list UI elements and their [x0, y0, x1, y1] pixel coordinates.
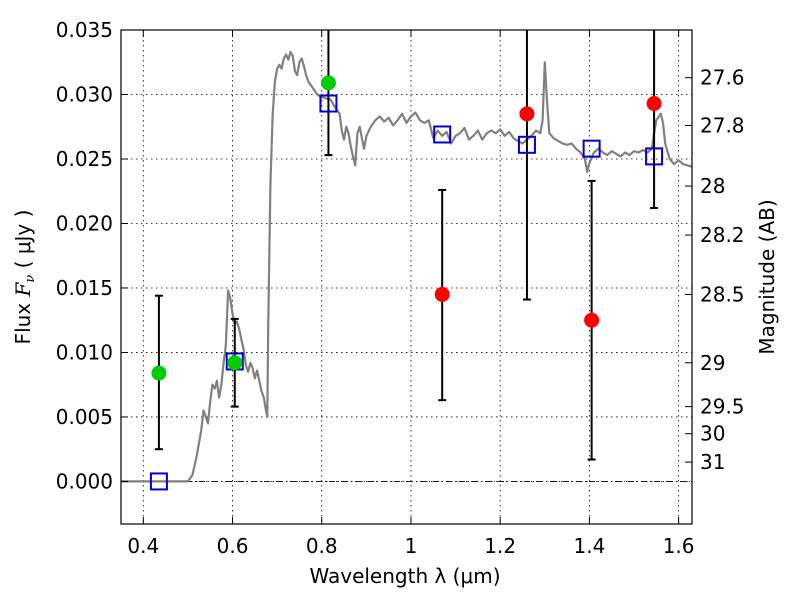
- magnitude-tick-label: 29: [700, 351, 725, 375]
- x-axis-label: Wavelength λ (μm): [309, 564, 500, 588]
- model-photometry-point: [645, 147, 664, 166]
- y-tick-label: 0.015: [56, 276, 113, 300]
- plot-frame: [120, 29, 693, 525]
- measurement-point: [584, 312, 600, 328]
- magnitude-tick-label: 30: [700, 422, 725, 446]
- measurement-point: [434, 286, 450, 302]
- magnitude-tick-label: 27.6: [700, 66, 745, 90]
- y-tick-label: 0.025: [56, 147, 113, 171]
- y2-axis-label: Magnitude (AB): [755, 199, 779, 354]
- y-tick-labels: 0.000 0.005 0.010 0.015 0.020 0.025 0.030 0.035: [56, 18, 113, 493]
- x-tick-label: 0.4: [127, 534, 159, 558]
- model-photometry-point: [149, 472, 168, 491]
- magnitude-tick-label: 28.5: [700, 282, 745, 306]
- measured-points: [151, 75, 662, 381]
- measurement-point: [646, 96, 662, 112]
- measurement-point: [519, 106, 535, 122]
- magnitude-tick-labels: 27.6 27.8 28 28.2 28.5 29 29.5 30 31: [700, 66, 745, 474]
- x-tick-label: 1.2: [484, 534, 516, 558]
- y-tick-label: 0.020: [56, 211, 113, 235]
- y-tick-label: 0.000: [56, 469, 113, 493]
- x-tick-label: 0.6: [217, 534, 249, 558]
- detection-point: [227, 355, 243, 371]
- x-tick-labels: 0.4 0.6 0.8 1 1.2 1.4 1.6: [127, 534, 694, 558]
- y-axis-label: Flux Fν ( μJy ): [11, 210, 38, 345]
- model-photometry-point: [517, 135, 536, 154]
- model-photometry-point: [433, 125, 452, 144]
- grid: [121, 29, 692, 524]
- model-photometry-point: [319, 94, 338, 113]
- x-tick-label: 1: [405, 534, 418, 558]
- ticks: [121, 29, 692, 524]
- y-tick-label: 0.005: [56, 405, 113, 429]
- magnitude-tick-label: 29.5: [700, 395, 745, 419]
- model-spectrum-line: [121, 50, 693, 483]
- detection-point: [151, 365, 167, 381]
- x-tick-label: 0.8: [306, 534, 338, 558]
- detection-point: [320, 75, 336, 91]
- y-tick-label: 0.030: [56, 82, 113, 106]
- magnitude-tick-label: 28: [700, 174, 725, 198]
- magnitude-tick-label: 27.8: [700, 113, 745, 137]
- x-tick-label: 1.6: [663, 534, 695, 558]
- model-photometry-squares: [149, 94, 664, 491]
- magnitude-tick-label: 31: [700, 450, 725, 474]
- y-tick-label: 0.035: [56, 18, 113, 42]
- x-tick-label: 1.4: [573, 534, 605, 558]
- magnitude-tick-label: 28.2: [700, 223, 745, 247]
- model-photometry-point: [582, 139, 601, 158]
- y-tick-label: 0.010: [56, 340, 113, 364]
